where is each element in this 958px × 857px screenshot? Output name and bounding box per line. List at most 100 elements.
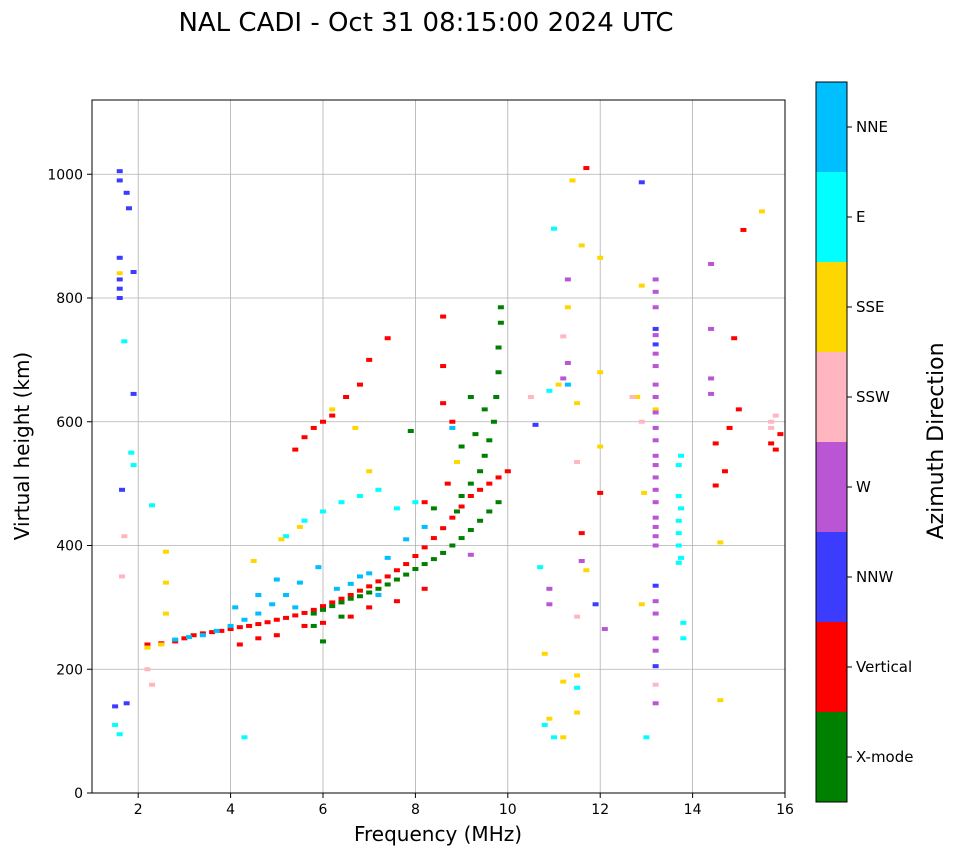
data-point (486, 438, 493, 443)
data-point (255, 636, 262, 641)
data-point (578, 243, 585, 248)
data-point (726, 425, 733, 430)
data-point (255, 593, 262, 597)
data-point (116, 271, 123, 276)
data-point (347, 593, 354, 597)
colorbar-label: E (856, 208, 865, 226)
data-point (560, 334, 567, 339)
series-nnw (112, 169, 659, 709)
data-point (652, 648, 659, 653)
data-point (329, 600, 336, 605)
data-point (116, 255, 123, 260)
data-point (366, 571, 373, 576)
data-point (481, 407, 488, 412)
data-point (119, 487, 126, 492)
data-point (477, 518, 484, 523)
data-point (527, 395, 534, 399)
data-point (320, 604, 326, 609)
data-point (149, 682, 156, 687)
data-point (597, 255, 604, 260)
data-point (393, 506, 400, 511)
data-point (320, 509, 326, 514)
data-point (403, 572, 410, 577)
data-point (343, 395, 350, 399)
x-tick-label: 16 (776, 802, 794, 818)
colorbar-frame (815, 81, 848, 803)
data-point (652, 453, 659, 458)
data-point (209, 630, 216, 635)
data-point (116, 178, 123, 183)
data-point (301, 623, 308, 628)
data-point (458, 494, 465, 498)
data-point (675, 463, 682, 468)
data-point (601, 627, 608, 632)
data-point (597, 490, 604, 495)
data-point (541, 722, 548, 727)
data-point (366, 590, 373, 595)
data-point (652, 534, 659, 539)
data-point (241, 617, 248, 622)
data-point (564, 277, 571, 282)
data-point (495, 500, 502, 505)
data-point (708, 391, 715, 396)
data-point (449, 425, 456, 430)
data-point (717, 540, 724, 545)
data-point (772, 413, 779, 418)
data-point (125, 206, 132, 211)
data-point (574, 401, 581, 406)
chart-title: NAL CADI - Oct 31 08:15:00 2024 UTC (178, 8, 673, 38)
data-point (458, 536, 465, 541)
data-point (638, 283, 645, 288)
data-point (375, 593, 382, 597)
data-point (652, 611, 659, 616)
data-point (712, 441, 719, 446)
data-point (273, 617, 280, 622)
data-point (393, 577, 400, 582)
data-point (347, 614, 354, 619)
data-point (449, 515, 456, 520)
data-point (560, 735, 567, 740)
data-point (320, 607, 326, 612)
data-point (449, 419, 456, 424)
data-point (412, 554, 419, 559)
data-point (675, 560, 682, 565)
data-point (477, 487, 484, 492)
data-point (320, 620, 326, 625)
data-point (301, 518, 308, 523)
data-point (578, 558, 585, 563)
colorbar-title: Azimuth Direction (924, 342, 949, 539)
data-point (347, 596, 354, 601)
data-point (255, 611, 262, 616)
data-point (495, 475, 502, 480)
data-point (560, 376, 567, 381)
data-point (384, 555, 391, 560)
data-point (486, 509, 493, 514)
data-point (375, 579, 382, 584)
data-point (678, 555, 685, 560)
data-point (712, 483, 719, 488)
data-point (301, 610, 308, 615)
data-point (421, 500, 428, 505)
data-point (629, 395, 636, 399)
data-point (407, 429, 414, 434)
data-point (578, 531, 585, 536)
data-point (162, 580, 169, 585)
x-tick-label: 10 (499, 802, 517, 818)
colorbar: NNE E SSE SSW W NNW Vertical X-mode (815, 81, 913, 803)
data-point (467, 552, 474, 557)
data-point (481, 453, 488, 458)
colorbar-label: Vertical (856, 658, 912, 676)
y-tick-label: 600 (56, 415, 83, 431)
data-point (768, 441, 775, 446)
data-point (652, 599, 659, 604)
data-point (356, 494, 363, 498)
data-point (675, 518, 682, 523)
data-point (564, 382, 571, 387)
data-point (116, 732, 123, 737)
data-point (158, 642, 165, 647)
colorbar-label: X-mode (856, 748, 913, 766)
data-point (551, 735, 557, 740)
data-point (583, 568, 590, 573)
data-point (440, 364, 447, 369)
axis-ticks: 2 4 6 8 10 12 14 16 0 200 400 600 800 1000 (47, 167, 794, 818)
